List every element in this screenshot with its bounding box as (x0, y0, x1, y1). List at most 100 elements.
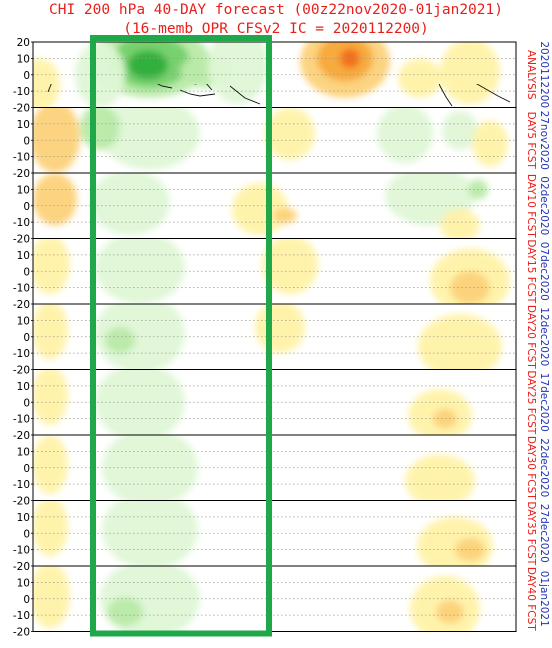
y-tick-label: 0 (23, 332, 30, 344)
forecast-panel: 10 0 -10 -20 DAY35 FCST 27dec2020 (13, 500, 550, 573)
y-tick-label: 10 (17, 119, 30, 131)
panel-date: 27dec2020 (538, 504, 550, 563)
anomaly-contour (90, 173, 170, 236)
y-tick-label: -10 (13, 479, 30, 491)
anomaly-contour (405, 454, 475, 501)
forecast-panel: 20 10 0 -10 -20 ANALYSIS 2020112200 (13, 37, 550, 115)
anomaly-contour (80, 107, 120, 151)
coastline (230, 348, 260, 366)
anomaly-contour (33, 566, 70, 629)
y-tick-label: 0 (23, 594, 30, 606)
y-tick-label: 0 (23, 135, 30, 147)
anomaly-contour (107, 597, 143, 627)
coastline-group (47, 84, 511, 107)
coastline (470, 378, 490, 384)
anomaly-contour (33, 500, 68, 557)
coastline (75, 332, 78, 346)
panel-date: 02dec2020 (538, 176, 550, 235)
anomaly-shading (33, 173, 488, 239)
panel-date: 22dec2020 (538, 438, 550, 497)
highlight-box (90, 35, 272, 637)
y-tick-label: 0 (23, 201, 30, 213)
anomaly-contour (33, 173, 77, 226)
panel-date: 01jan2021 (538, 571, 550, 627)
anomaly-contour (436, 600, 464, 624)
forecast-panel: 10 0 -10 -20 DAY20 FCST 12dec2020 (13, 303, 550, 377)
anomaly-contour (95, 238, 185, 304)
anomaly-contour (398, 58, 442, 98)
anomaly-contour (440, 42, 500, 105)
chart-subtitle: (16-memb OPR CFSv2 IC = 2020112200) (123, 21, 429, 37)
y-tick-label: 10 (17, 512, 30, 524)
y-tick-label: -20 (13, 496, 30, 508)
y-tick-label: -20 (13, 627, 30, 639)
anomaly-contour (75, 42, 125, 108)
coastline (470, 509, 490, 515)
y-tick-label: 0 (23, 463, 30, 475)
coastline (230, 152, 260, 170)
panel-date: 17dec2020 (538, 373, 550, 432)
panel-label: DAY35 FCST (525, 501, 537, 565)
y-tick-label: -10 (13, 152, 30, 164)
panel-label: DAY30 FCST (525, 436, 537, 500)
coastline (230, 479, 260, 497)
forecast-panel: 10 0 -10 -20 DAY25 FCST 17dec2020 (13, 369, 550, 442)
y-tick-label: 10 (17, 446, 30, 458)
anomaly-contour (105, 326, 135, 354)
panel-label: DAY40 FCST (525, 567, 537, 631)
y-tick-label: -20 (13, 561, 30, 573)
y-tick-label: 10 (17, 53, 30, 65)
y-tick-label: -20 (13, 168, 30, 180)
panel-label: ANALYSIS (525, 50, 537, 100)
anomaly-shading (33, 566, 480, 632)
coastline (75, 267, 78, 281)
coastline (190, 572, 202, 578)
coastline (190, 441, 202, 447)
y-tick-label: 20 (17, 37, 30, 49)
coastline (476, 84, 511, 103)
anomaly-contour (273, 207, 297, 224)
forecast-panel: 10 0 -10 -20 DAY15 FCST 07dec2020 (13, 238, 550, 311)
coastline (230, 414, 260, 432)
panel-date: 27nov2020 (538, 111, 550, 170)
anomaly-contour (377, 107, 433, 164)
coastline (230, 545, 260, 563)
anomaly-contour (95, 369, 185, 435)
anomaly-contour (472, 120, 508, 167)
anomaly-contour (33, 58, 60, 108)
y-tick-label: -10 (13, 414, 30, 426)
coastline (230, 283, 260, 301)
y-tick-label: 10 (17, 315, 30, 327)
y-tick-label: -20 (13, 430, 30, 442)
anomaly-contour (418, 313, 502, 370)
panel-label: DAY20 FCST (525, 305, 537, 369)
coastline (75, 398, 78, 412)
y-tick-label: -10 (13, 545, 30, 557)
panel-date: 12dec2020 (538, 307, 550, 366)
coastline (75, 594, 78, 608)
anomaly-contour (262, 238, 318, 295)
coastline (438, 84, 453, 107)
y-tick-label: -20 (13, 299, 30, 311)
y-tick-label: 10 (17, 577, 30, 589)
y-tick-label: -10 (13, 86, 30, 98)
y-tick-label: -10 (13, 610, 30, 622)
y-tick-label: -20 (13, 103, 30, 115)
coastline (190, 376, 202, 382)
anomaly-contour (33, 369, 68, 426)
coastline (156, 84, 173, 89)
y-tick-label: 10 (17, 250, 30, 262)
anomaly-shading (33, 107, 508, 173)
y-tick-label: -20 (13, 234, 30, 246)
coastline (470, 574, 490, 580)
chart-title: CHI 200 hPa 40-DAY forecast (00z22nov202… (49, 2, 503, 18)
anomaly-contour (33, 304, 68, 360)
anomaly-contour (265, 107, 315, 160)
coastline (190, 245, 202, 251)
anomaly-contour (128, 50, 168, 80)
y-tick-label: -10 (13, 283, 30, 295)
forecast-panel: 10 0 -10 -20 DAY40 FCST 01jan2021 (13, 565, 550, 639)
y-tick-label: -10 (13, 348, 30, 360)
anomaly-contour (255, 304, 305, 354)
coastline (229, 85, 261, 105)
